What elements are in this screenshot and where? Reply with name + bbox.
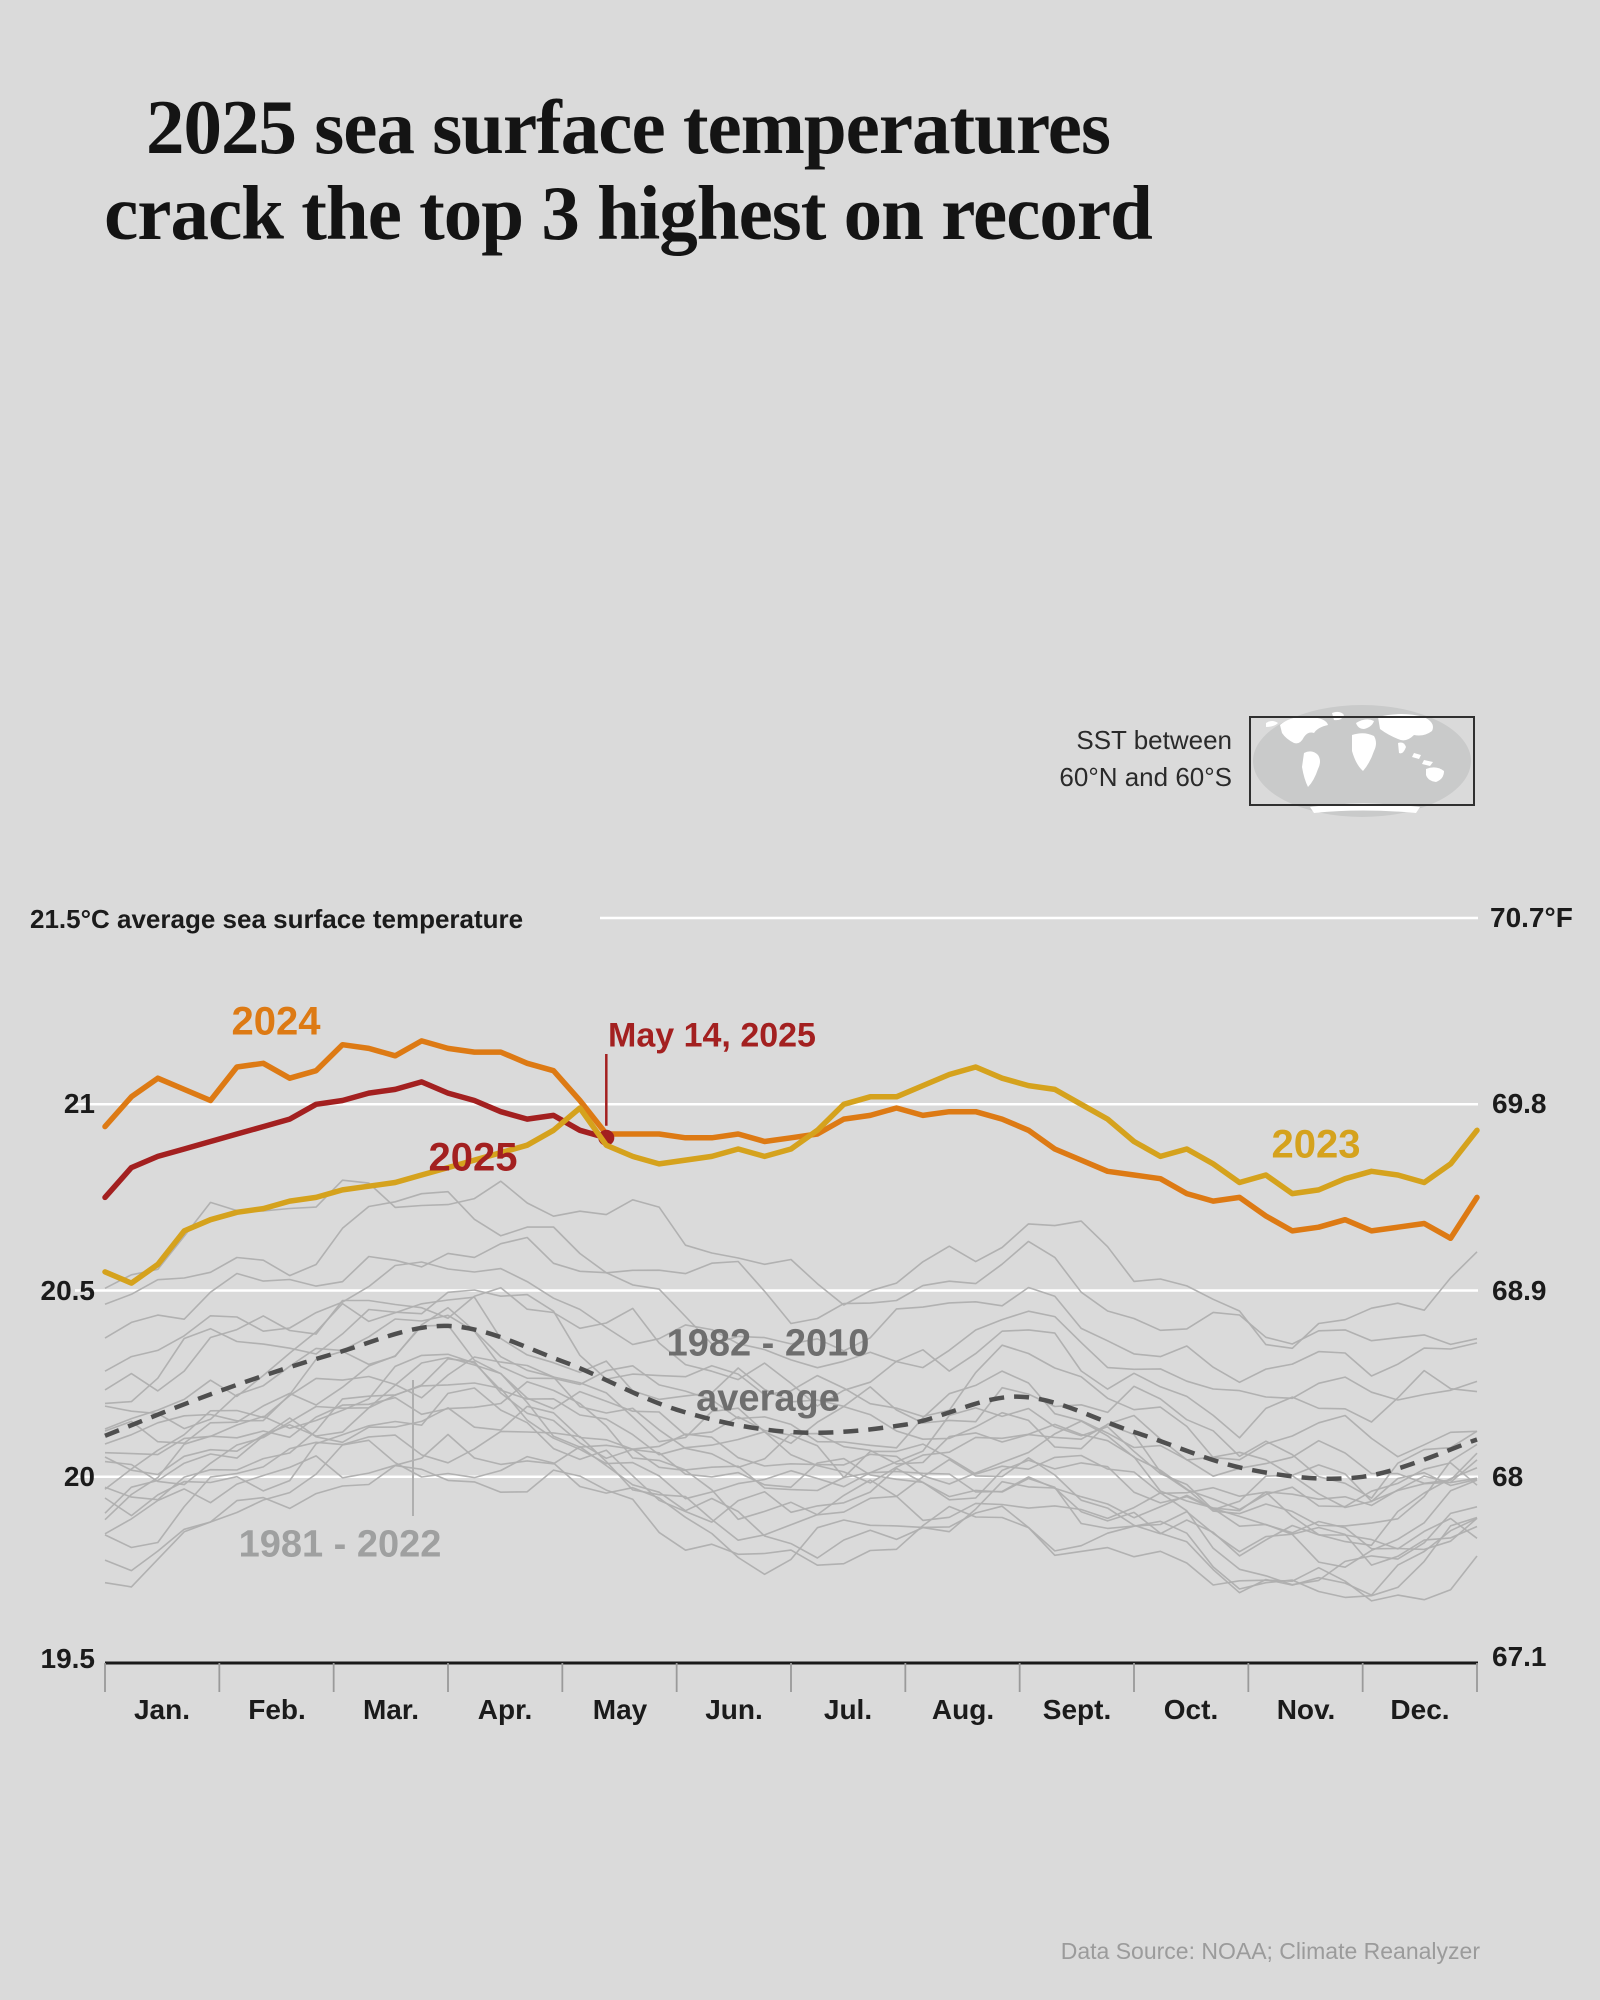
gray-year-line: [104, 1286, 1478, 1439]
month-label-May: May: [592, 1694, 648, 1725]
map-continent-indonesia: [1422, 760, 1433, 766]
gray-year-line: [104, 1405, 1478, 1557]
may14-annotation: May 14, 2025: [608, 1016, 816, 1055]
inset-caption-line2: 60°N and 60°S: [1059, 762, 1232, 792]
month-label-Mar: Mar.: [362, 1694, 420, 1725]
month-label-Dec: Dec.: [1390, 1694, 1450, 1725]
gray-year-line: [104, 1464, 1478, 1602]
month-label-Apr: Apr.: [477, 1694, 533, 1725]
map-continent-alaska: [1266, 721, 1278, 727]
series-2023-line: [102, 1064, 1480, 1286]
gray-year-line: [104, 1439, 1478, 1599]
world-map-inset: [1249, 705, 1475, 817]
gray-year-line: [104, 1289, 1478, 1461]
title-line-2: crack the top 3 highest on record: [104, 170, 1153, 256]
month-label-Oct: Oct.: [1163, 1694, 1219, 1725]
left-axis-title: 21.5°C average sea surface temperature: [30, 904, 524, 934]
gray-year-line: [104, 1296, 1478, 1499]
map-continent-europe: [1356, 719, 1374, 729]
series-label-2023: 2023: [1271, 1122, 1361, 1167]
source-credit: Data Source: NOAA; Climate Reanalyzer: [1060, 1938, 1480, 1964]
gray-year-line: [104, 1430, 1478, 1586]
gray-year-line: [104, 1179, 1478, 1350]
page-title: 2025 sea surface temperatures crack the …: [0, 84, 1256, 256]
left-tick-20: 20: [63, 1460, 95, 1492]
gray-years-label: 1981 - 2022: [238, 1523, 442, 1566]
month-label-Sept: Sept.: [1042, 1694, 1112, 1725]
month-label-Aug: Aug.: [931, 1694, 995, 1725]
series-label-2025: 2025: [428, 1135, 518, 1180]
series-2024-line: [102, 1038, 1480, 1242]
month-label-Nov: Nov.: [1276, 1694, 1336, 1725]
map-continent-australia: [1426, 767, 1444, 782]
left-tick-19.5: 19.5: [40, 1643, 96, 1674]
left-tick-20.5: 20.5: [40, 1274, 96, 1306]
average-label-line1: 1982 - 2010: [666, 1322, 870, 1365]
month-label-Jan: Jan.: [133, 1694, 191, 1725]
map-continent-north-america: [1280, 716, 1328, 744]
inset-caption: SST between 60°N and 60°S: [1059, 722, 1232, 796]
series-2025-line: [102, 1079, 610, 1201]
right-tick-68: 68: [1492, 1460, 1524, 1492]
gray-year-line: [104, 1324, 1478, 1511]
title-line-1: 2025 sea surface temperatures: [146, 84, 1111, 170]
gray-year-line: [104, 1387, 1478, 1566]
right-tick-67.1: 67.1: [1492, 1641, 1547, 1672]
gray-year-line: [104, 1358, 1478, 1568]
right-tick-68.9: 68.9: [1492, 1274, 1547, 1306]
map-60n-60s-frame: [1249, 716, 1475, 806]
month-label-Jul: Jul.: [823, 1694, 873, 1725]
gray-year-line: [104, 1236, 1478, 1384]
month-label-Jun: Jun.: [705, 1694, 763, 1725]
map-continent-asia: [1378, 714, 1433, 741]
gray-year-line: [104, 1356, 1478, 1511]
right-axis-title: 70.7°F: [1490, 902, 1573, 933]
average-label-line2: average: [696, 1377, 840, 1420]
map-continent-southeast-asia: [1412, 753, 1421, 759]
gray-year-line: [104, 1356, 1478, 1527]
map-continent-south-america: [1302, 751, 1320, 787]
series-label-2024: 2024: [231, 999, 321, 1044]
left-tick-21: 21: [63, 1088, 95, 1120]
gray-year-line: [104, 1433, 1478, 1596]
gray-year-line: [104, 1380, 1478, 1547]
inset-caption-line1: SST between: [1076, 725, 1232, 755]
map-continent-india: [1398, 742, 1406, 754]
gray-year-line: [104, 1261, 1478, 1401]
month-label-Feb: Feb.: [248, 1694, 306, 1725]
right-tick-69.8: 69.8: [1492, 1088, 1547, 1120]
gray-year-line: [104, 1314, 1478, 1485]
map-continent-africa: [1352, 733, 1376, 771]
